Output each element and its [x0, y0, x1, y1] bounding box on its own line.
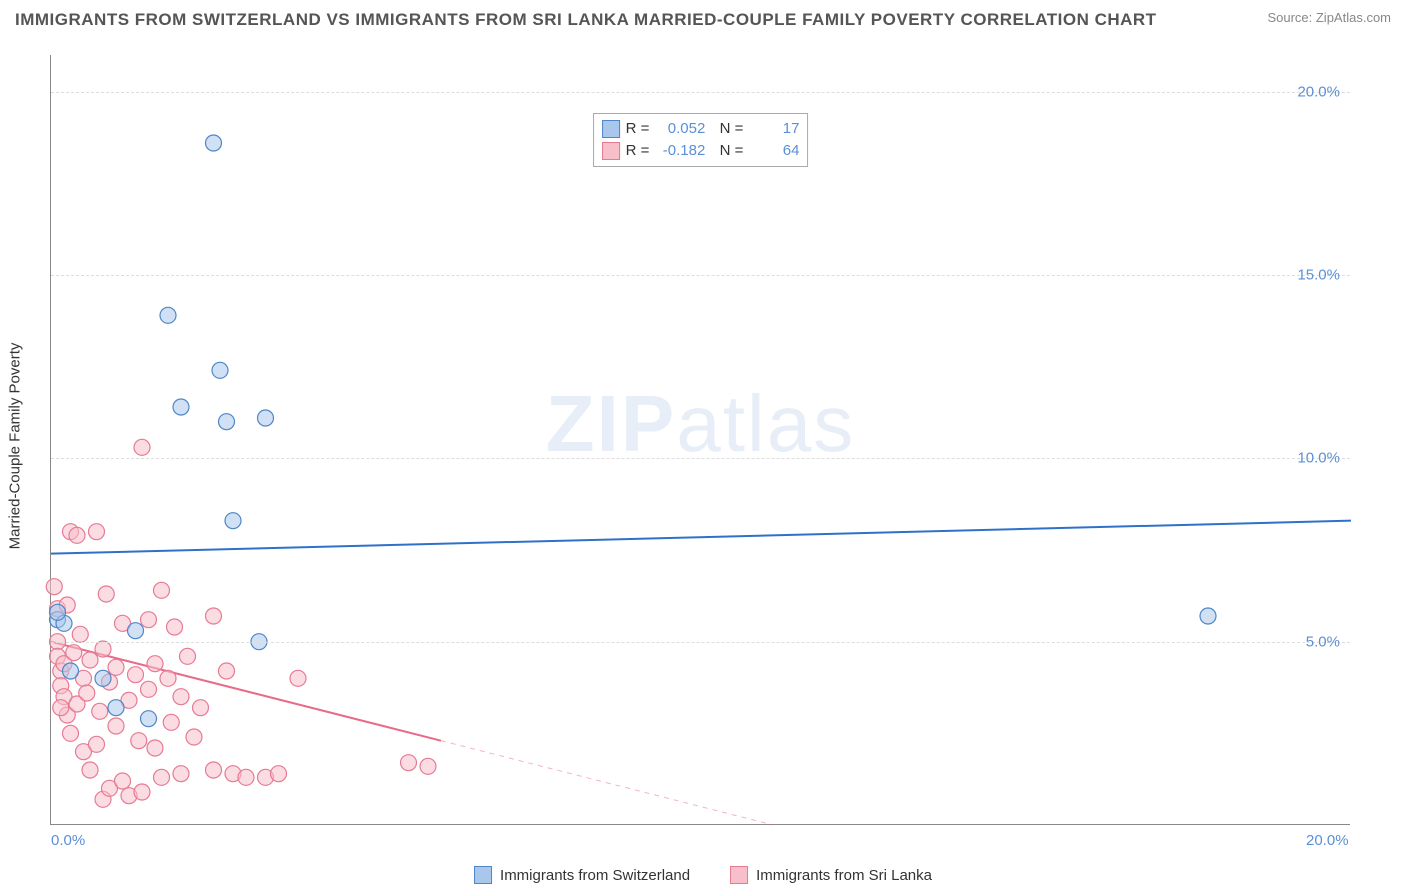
data-point [95, 670, 111, 686]
grid-line [51, 92, 1350, 93]
data-point [92, 703, 108, 719]
r-label: R = [626, 140, 650, 162]
r-label: R = [626, 118, 650, 140]
y-tick-label: 10.0% [1297, 450, 1340, 467]
data-point [206, 135, 222, 151]
data-point [95, 641, 111, 657]
data-point [141, 681, 157, 697]
n-label: N = [711, 118, 743, 140]
data-point [141, 612, 157, 628]
data-point [173, 399, 189, 415]
stats-row-1: R = -0.182 N = 64 [602, 140, 800, 162]
r-value-1: -0.182 [655, 140, 705, 162]
data-point [160, 307, 176, 323]
data-point [1200, 608, 1216, 624]
legend-item-0: Immigrants from Switzerland [474, 866, 690, 884]
data-point [154, 769, 170, 785]
data-point [89, 524, 105, 540]
data-point [173, 766, 189, 782]
data-point [401, 755, 417, 771]
data-point [108, 700, 124, 716]
data-point [108, 718, 124, 734]
data-point [89, 736, 105, 752]
y-tick-label: 5.0% [1306, 633, 1340, 650]
data-point [134, 784, 150, 800]
data-point [147, 656, 163, 672]
legend-label-0: Immigrants from Switzerland [500, 867, 690, 884]
data-point [98, 586, 114, 602]
data-point [72, 626, 88, 642]
data-point [134, 439, 150, 455]
y-axis-label: Married-Couple Family Poverty [7, 343, 24, 550]
data-point [167, 619, 183, 635]
bottom-legend: Immigrants from Switzerland Immigrants f… [474, 866, 932, 884]
grid-line [51, 458, 1350, 459]
data-point [212, 362, 228, 378]
data-point [238, 769, 254, 785]
n-value-0: 17 [749, 118, 799, 140]
data-point [186, 729, 202, 745]
data-point [115, 773, 131, 789]
data-point [128, 667, 144, 683]
data-point [420, 758, 436, 774]
data-point [46, 579, 62, 595]
trend-line-dashed-1 [441, 741, 773, 825]
legend-swatch-bottom-0 [474, 866, 492, 884]
data-point [82, 762, 98, 778]
data-point [53, 700, 69, 716]
data-point [206, 762, 222, 778]
x-tick-label: 20.0% [1306, 832, 1349, 849]
data-point [79, 685, 95, 701]
data-point [128, 623, 144, 639]
chart-title: IMMIGRANTS FROM SWITZERLAND VS IMMIGRANT… [15, 10, 1157, 29]
plot-svg [51, 55, 1350, 824]
legend-swatch-1 [602, 142, 620, 160]
data-point [66, 645, 82, 661]
data-point [225, 513, 241, 529]
data-point [141, 711, 157, 727]
data-point [193, 700, 209, 716]
y-tick-label: 20.0% [1297, 83, 1340, 100]
n-value-1: 64 [749, 140, 799, 162]
chart-container: IMMIGRANTS FROM SWITZERLAND VS IMMIGRANT… [0, 0, 1406, 892]
data-point [206, 608, 222, 624]
grid-line [51, 275, 1350, 276]
stats-legend: R = 0.052 N = 17 R = -0.182 N = 64 [593, 113, 809, 167]
r-value-0: 0.052 [655, 118, 705, 140]
source-attribution: Source: ZipAtlas.com [1267, 10, 1391, 25]
trend-line-0 [51, 521, 1351, 554]
data-point [108, 659, 124, 675]
data-point [219, 663, 235, 679]
data-point [63, 663, 79, 679]
stats-row-0: R = 0.052 N = 17 [602, 118, 800, 140]
data-point [173, 689, 189, 705]
data-point [147, 740, 163, 756]
data-point [154, 582, 170, 598]
data-point [131, 733, 147, 749]
data-point [163, 714, 179, 730]
data-point [160, 670, 176, 686]
data-point [258, 410, 274, 426]
y-tick-label: 15.0% [1297, 267, 1340, 284]
legend-item-1: Immigrants from Sri Lanka [730, 866, 932, 884]
data-point [180, 648, 196, 664]
data-point [69, 527, 85, 543]
data-point [63, 725, 79, 741]
legend-swatch-bottom-1 [730, 866, 748, 884]
legend-label-1: Immigrants from Sri Lanka [756, 867, 932, 884]
data-point [271, 766, 287, 782]
data-point [50, 604, 66, 620]
n-label: N = [711, 140, 743, 162]
title-bar: IMMIGRANTS FROM SWITZERLAND VS IMMIGRANT… [15, 10, 1391, 40]
data-point [219, 414, 235, 430]
legend-swatch-0 [602, 120, 620, 138]
x-tick-label: 0.0% [51, 832, 85, 849]
grid-line [51, 642, 1350, 643]
plot-area: ZIPatlas R = 0.052 N = 17 R = -0.182 N =… [50, 55, 1350, 825]
data-point [82, 652, 98, 668]
data-point [290, 670, 306, 686]
